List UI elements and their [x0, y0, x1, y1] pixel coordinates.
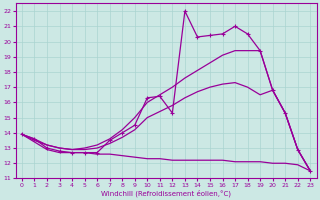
X-axis label: Windchill (Refroidissement éolien,°C): Windchill (Refroidissement éolien,°C) [101, 189, 231, 197]
